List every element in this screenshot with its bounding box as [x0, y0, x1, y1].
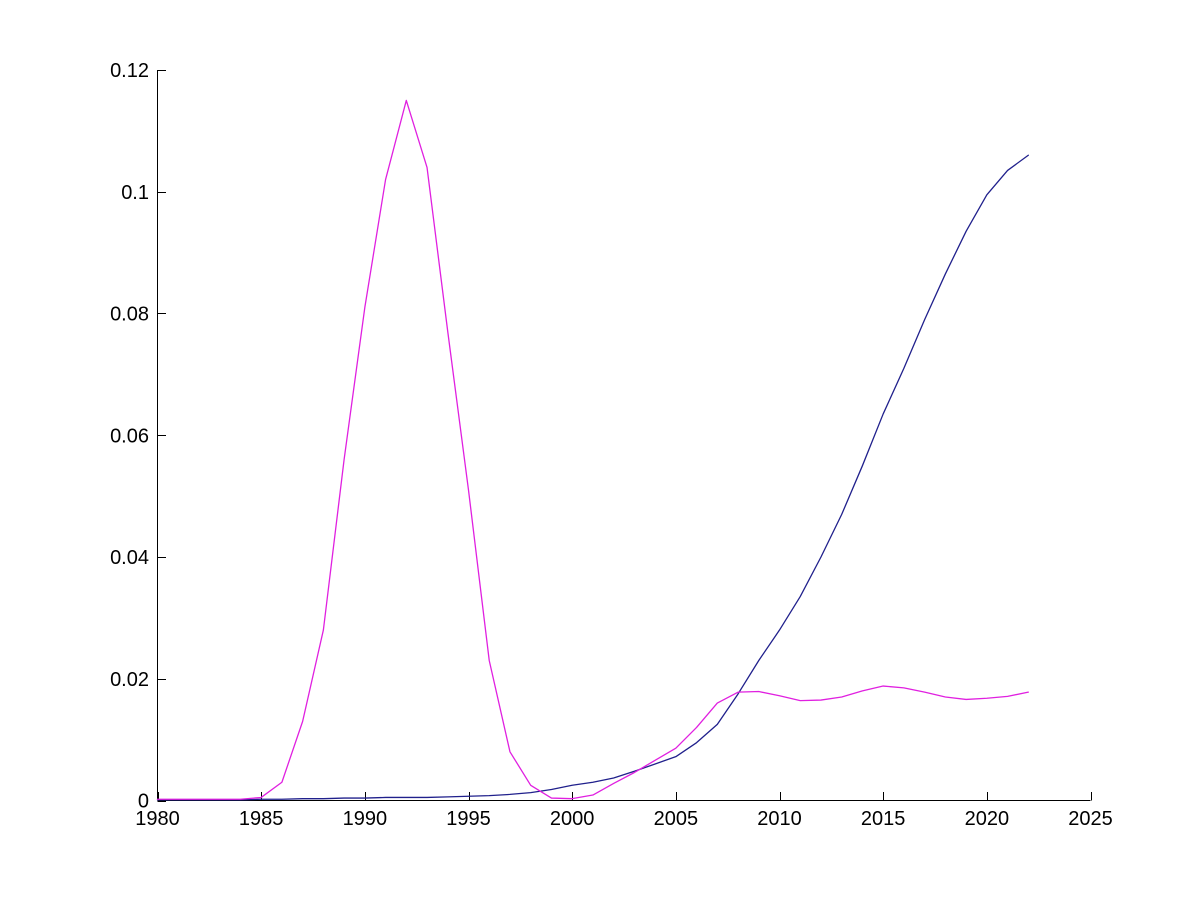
x-axis-tick-label: 2010 [757, 808, 802, 830]
y-axis-tick-label: 0.12 [110, 60, 149, 82]
x-axis-tick-label: 1990 [343, 808, 388, 830]
y-axis-tick-label: 0.06 [110, 425, 149, 447]
y-axis-tick-label: 0.04 [110, 547, 149, 569]
x-axis-tick-label: 2005 [654, 808, 699, 830]
x-axis-tick-label: 2020 [965, 808, 1010, 830]
x-axis-tick-label: 1985 [239, 808, 284, 830]
x-axis-tick-label: 1995 [446, 808, 491, 830]
x-axis-tick-label: 1980 [135, 808, 180, 830]
dark-blue-line [156, 154, 1029, 801]
y-axis-tick-label: 0.08 [110, 304, 149, 326]
x-axis-tick-label: 2025 [1068, 808, 1113, 830]
x-axis-tick-label: 2000 [550, 808, 595, 830]
magenta-line [156, 99, 1029, 800]
x-axis-tick-label: 2015 [861, 808, 906, 830]
y-axis-tick-label: 0 [138, 791, 149, 813]
y-axis-tick-label: 0.02 [110, 669, 149, 691]
y-axis-tick-label: 0.1 [121, 182, 149, 204]
